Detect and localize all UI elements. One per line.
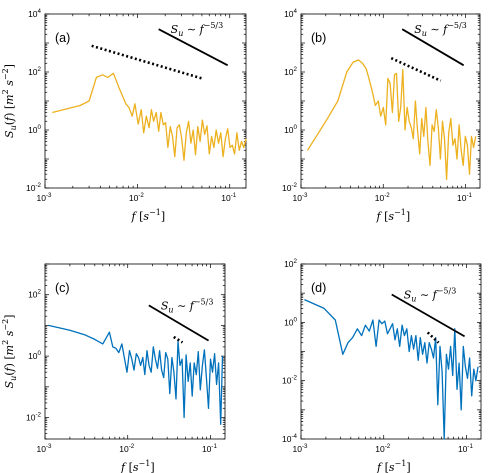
y-tick-label: 10-2 [282, 375, 298, 386]
x-tick-label: 10-1 [458, 443, 474, 454]
y-tick-label: 100 [284, 124, 297, 135]
dotted-slope-line [426, 331, 440, 344]
slope-annotation: Su ∼ f−5/3 [161, 297, 214, 314]
y-axis-label: Su(f) [m2 s−2] [1, 315, 18, 389]
x-axis-label: f [s−1] [376, 459, 411, 473]
x-axis-label: f [s−1] [131, 208, 166, 223]
plot-frame [300, 13, 481, 189]
y-tick-label: 100 [28, 350, 41, 361]
y-tick-label: 10-2 [26, 182, 42, 193]
x-axis-label: f [s−1] [120, 459, 155, 473]
y-tick-label: 104 [284, 8, 297, 19]
x-tick-label: 10-1 [457, 192, 473, 203]
panel-label: (c) [55, 281, 70, 295]
x-tick-label: 10-2 [375, 443, 391, 454]
y-tick-label: 100 [28, 124, 41, 135]
y-tick-label: 10-4 [282, 433, 298, 444]
spectrum-line [52, 72, 247, 161]
y-axis-label: Su(f) [m2 s−2] [1, 64, 18, 138]
x-tick-label: 10-3 [37, 192, 53, 203]
plot-frame [44, 263, 226, 440]
slope-reference-line [148, 304, 210, 342]
x-tick-label: 10-2 [129, 192, 145, 203]
spectrum-line [306, 59, 477, 180]
dotted-slope-line [390, 56, 442, 82]
chart-panel-d: 10-3 10-2 10-1 10-4 10-2 100 102 (d) Su ∼ f−5/3 f… [282, 258, 482, 473]
chart-panel-c: 10-3 10-2 10-1 10-2 100 102 (c) Su ∼ f−5/3 f [s−… [1, 263, 226, 473]
x-tick-label: 10-1 [202, 443, 218, 454]
slope-annotation: Su ∼ f−5/3 [414, 21, 467, 38]
dotted-slope-line [91, 44, 203, 80]
y-tick-label: 10-2 [26, 412, 42, 423]
y-tick-label: 10-2 [282, 182, 298, 193]
dotted-slope-line [173, 335, 184, 344]
y-tick-label: 100 [284, 316, 297, 327]
x-tick-label: 10-3 [293, 443, 309, 454]
panel-label: (a) [55, 31, 70, 45]
x-axis-label: f [s−1] [376, 208, 411, 223]
y-tick-label: 102 [284, 258, 297, 269]
y-tick-label: 102 [28, 289, 41, 300]
x-tick-label: 10-2 [375, 192, 391, 203]
spectrum-line [48, 324, 224, 425]
slope-annotation: Su ∼ f−5/3 [404, 287, 457, 304]
spectrum-line [304, 299, 479, 440]
plot-frame [44, 13, 247, 189]
slope-reference-line [391, 293, 466, 338]
slope-reference-line [401, 28, 465, 67]
panel-label: (d) [311, 281, 326, 295]
x-tick-label: 10-3 [37, 443, 53, 454]
slope-annotation: Su ∼ f−5/3 [171, 21, 224, 38]
y-tick-label: 102 [28, 66, 41, 77]
y-tick-label: 102 [284, 66, 297, 77]
panel-label: (b) [311, 31, 326, 45]
x-tick-label: 10-3 [293, 192, 309, 203]
slope-reference-line [158, 28, 229, 67]
x-tick-label: 10-2 [119, 443, 135, 454]
y-tick-label: 104 [28, 8, 41, 19]
x-tick-label: 10-1 [221, 192, 237, 203]
